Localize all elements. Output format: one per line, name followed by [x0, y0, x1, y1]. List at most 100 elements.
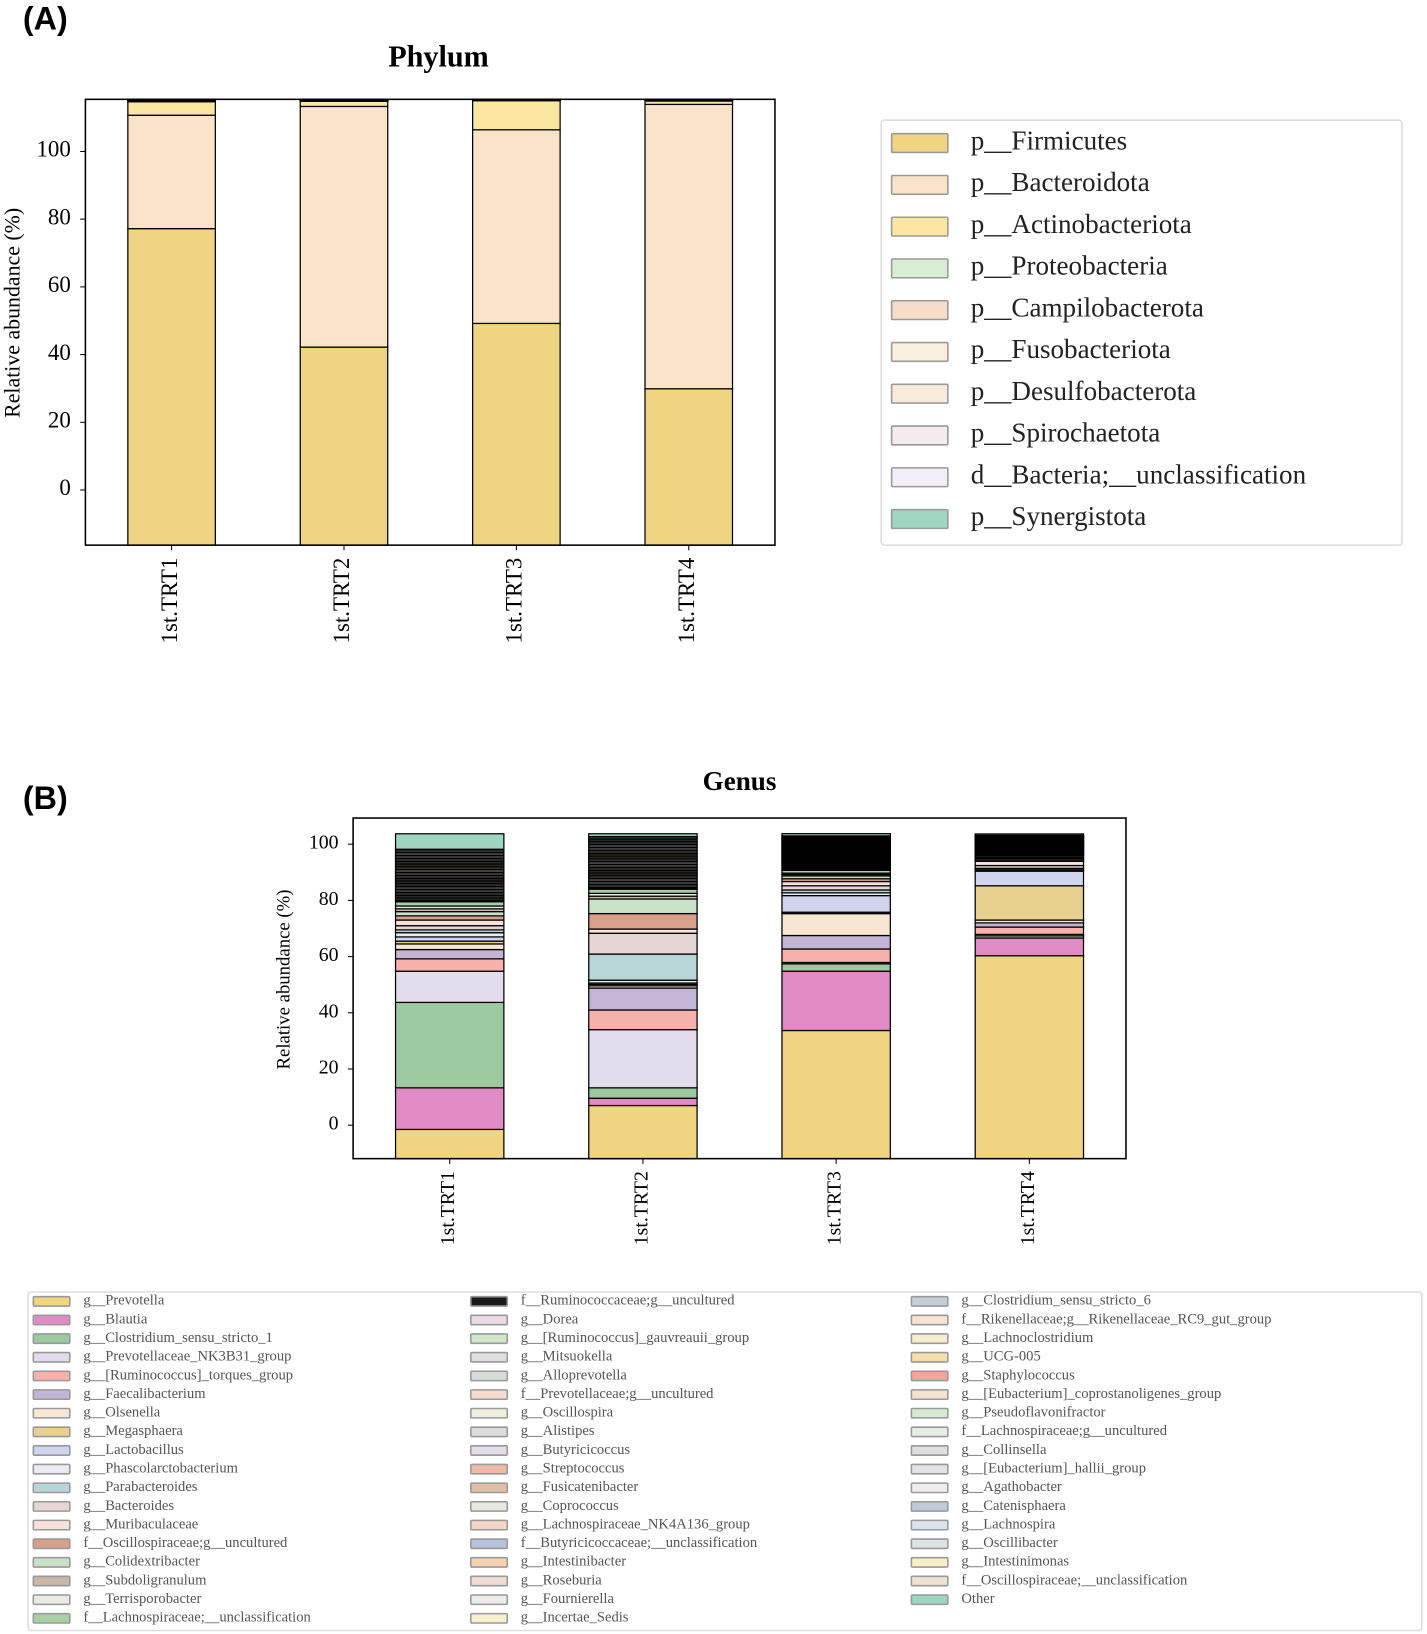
legend-swatch	[890, 341, 949, 363]
bar-segment	[127, 101, 216, 116]
y-tick-label: 40	[319, 1000, 339, 1022]
legend-label: g__Coprococcus	[521, 1498, 619, 1514]
legend-swatch	[32, 1426, 71, 1438]
x-tick-label: 1st.TRT1	[157, 558, 182, 644]
y-tick-label: 60	[319, 944, 339, 966]
legend-swatch	[910, 1314, 949, 1326]
bar-segment	[974, 870, 1085, 887]
bar-segment	[781, 885, 891, 891]
legend-label: g__Intestinibacter	[521, 1554, 626, 1570]
legend-swatch	[32, 1295, 71, 1307]
bar-segment	[394, 958, 505, 972]
legend-label: g__Blautia	[83, 1311, 148, 1327]
legend-label: g__Incertae_Sedis	[521, 1610, 629, 1626]
legend-swatch	[32, 1538, 71, 1550]
bar-segment	[644, 388, 734, 546]
bar-segment	[974, 860, 1085, 867]
x-tick-label: 1st.TRT1	[437, 1171, 459, 1245]
plot-frame	[352, 817, 1127, 1160]
legend-box	[27, 1291, 1423, 1632]
y-axis-label: Relative abundance (%)	[1, 208, 25, 418]
bar-segment	[781, 970, 891, 1032]
bar-segment	[588, 833, 698, 838]
legend-swatch	[470, 1426, 509, 1438]
legend-swatch	[470, 1538, 509, 1550]
x-tick-label: 1st.TRT2	[329, 558, 354, 644]
legend-swatch	[910, 1519, 949, 1531]
x-tick-label: 1st.TRT2	[630, 1171, 652, 1245]
legend-label: p__Campilobacterota	[971, 292, 1204, 322]
bar-segment	[127, 114, 216, 230]
bar-segment	[394, 936, 505, 942]
bar-segment	[394, 948, 505, 960]
bar-segment	[781, 934, 891, 950]
legend-swatch	[910, 1426, 949, 1438]
chart-title: Phylum	[388, 40, 489, 74]
legend-label: f__Oscillospiraceae;__unclassification	[961, 1572, 1188, 1588]
bar-segment	[472, 100, 561, 131]
legend-swatch	[470, 1482, 509, 1494]
legend-label: g__Oscillospira	[521, 1405, 614, 1421]
bar-segment	[781, 894, 891, 913]
legend-swatch	[890, 425, 949, 446]
y-tick-label: 80	[48, 204, 71, 229]
bar-segment	[299, 100, 389, 108]
legend-swatch	[910, 1295, 949, 1307]
legend-swatch	[470, 1594, 509, 1606]
bar-segment	[394, 1001, 505, 1089]
legend-swatch	[910, 1556, 949, 1568]
legend-label: g__Lachnospira	[961, 1516, 1055, 1532]
legend-label: g__Bacteroides	[83, 1498, 174, 1514]
legend-label: f__Prevotellaceae;g__uncultured	[521, 1386, 714, 1402]
bar-segment	[299, 346, 389, 546]
x-tick-label: 1st.TRT4	[674, 557, 699, 643]
bar-segment	[588, 1097, 698, 1107]
y-tick-label: 20	[48, 408, 71, 433]
legend-label: g__Lactobacillus	[83, 1442, 184, 1458]
bar-segment	[974, 955, 1085, 1160]
legend-swatch	[32, 1500, 71, 1512]
legend-swatch	[32, 1482, 71, 1494]
legend-swatch	[32, 1575, 71, 1587]
legend-swatch	[470, 1612, 509, 1624]
legend-label: g__Oscillibacter	[961, 1535, 1057, 1551]
legend-label: f__Lachnospiraceae;__unclassification	[83, 1610, 311, 1626]
legend-swatch	[32, 1370, 71, 1382]
bar-segment	[781, 948, 891, 964]
y-tick-label: 80	[319, 888, 339, 910]
bar-segment	[974, 937, 1085, 957]
legend-swatch	[32, 1612, 71, 1624]
bar-segment	[974, 833, 1085, 836]
legend-swatch	[32, 1389, 71, 1401]
legend-swatch	[470, 1463, 509, 1475]
y-tick-label: 20	[319, 1057, 339, 1079]
legend-swatch	[32, 1519, 71, 1531]
bar-segment	[974, 926, 1085, 936]
legend-swatch	[470, 1407, 509, 1419]
y-axis-label: Relative abundance (%)	[274, 889, 295, 1069]
y-tick-label: 40	[48, 340, 71, 365]
legend-box	[880, 119, 1403, 546]
legend-swatch	[910, 1445, 949, 1456]
legend-label: g__[Ruminococcus]_gauvreauii_group	[521, 1330, 749, 1346]
legend-swatch	[470, 1500, 509, 1512]
legend-label: f__Rikenellaceae;g__Rikenellaceae_RC9_gu…	[961, 1311, 1271, 1327]
legend-swatch	[470, 1333, 509, 1345]
y-tick-label: 60	[48, 272, 71, 297]
legend-swatch	[470, 1556, 509, 1568]
bar-segment	[394, 943, 505, 951]
legend-label: g__Mitsuokella	[521, 1349, 613, 1365]
legend-swatch	[890, 216, 949, 237]
legend-label: g__[Eubacterium]_hallii_group	[961, 1460, 1146, 1476]
legend-label: p__Synergistota	[971, 501, 1147, 531]
legend-swatch	[910, 1407, 949, 1419]
legend-label: p__Bacteroidota	[971, 167, 1150, 197]
legend-swatch	[910, 1333, 949, 1345]
bar-segment	[394, 910, 505, 917]
legend-swatch	[890, 174, 949, 196]
bar-segment	[974, 922, 1085, 928]
legend-swatch	[470, 1351, 509, 1363]
legend-label: g__Alloprevotella	[521, 1367, 628, 1383]
